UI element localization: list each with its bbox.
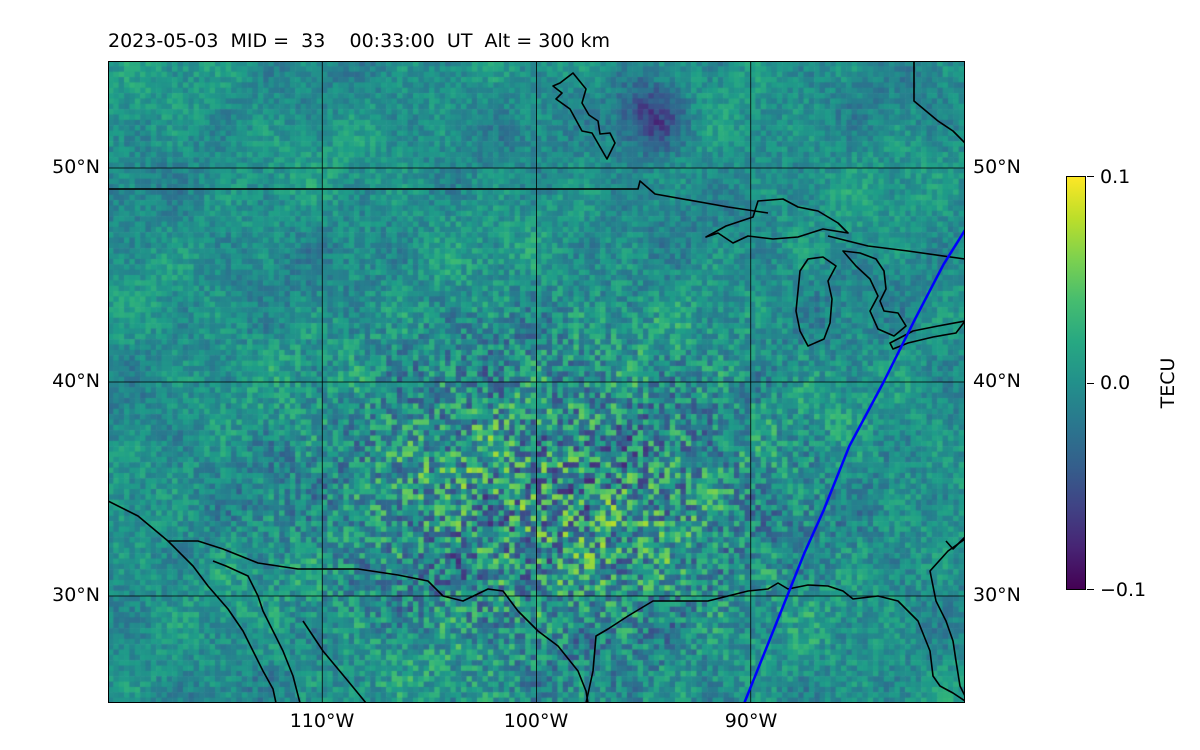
colorbar-label-min: −0.1 (1100, 579, 1147, 601)
coastline-lake-superior (705, 198, 849, 244)
border-canada-us (108, 180, 769, 214)
colorbar-label-max: 0.1 (1100, 166, 1131, 188)
border-canada-us-east (827, 235, 965, 260)
colorbar-tick-top (1087, 176, 1094, 177)
coastline-florida (929, 538, 965, 697)
coastline-baja (167, 540, 277, 703)
lat-label-right-40: 40°N (973, 370, 1021, 392)
coastline-gulf-of-california (212, 560, 301, 703)
tec-map (108, 61, 965, 703)
coastline-atlantic (945, 536, 965, 550)
lon-label-90w: 90°W (724, 710, 778, 732)
lat-label-left-40: 40°N (52, 370, 100, 392)
map-overlay (108, 61, 965, 703)
satellite-track (743, 229, 965, 703)
coastline-lake-michigan (795, 256, 837, 347)
lat-label-right-50: 50°N (973, 156, 1021, 178)
coastline-canada-east (913, 61, 965, 144)
colorbar-unit-label: TECU (1157, 357, 1179, 409)
figure-title: 2023-05-03 MID = 33 00:33:00 UT Alt = 30… (108, 30, 611, 52)
colorbar-label-zero: 0.0 (1100, 372, 1131, 394)
colorbar (1066, 176, 1086, 590)
lat-label-right-30: 30°N (973, 584, 1021, 606)
lon-label-100w: 100°W (503, 710, 569, 732)
border-us-mexico (108, 500, 589, 703)
coastline-lake-huron (842, 250, 907, 337)
coastline-gulf (585, 582, 965, 703)
colorbar-tick-mid (1087, 383, 1094, 384)
colorbar-tick-bottom (1087, 589, 1094, 590)
lat-label-left-30: 30°N (52, 584, 100, 606)
gridlines (108, 61, 965, 703)
coastline-lake-erie (889, 320, 965, 350)
lon-label-110w: 110°W (289, 710, 355, 732)
coastline-hudson-bay (552, 72, 616, 160)
coastlines (108, 61, 965, 703)
coastline-west-mexico (302, 620, 367, 703)
lat-label-left-50: 50°N (52, 156, 100, 178)
